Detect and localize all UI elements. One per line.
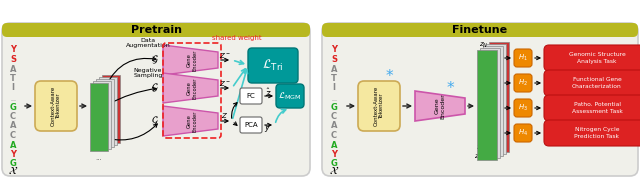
Text: ...: ... <box>331 97 337 102</box>
Text: $\mathcal{G}$: $\mathcal{G}$ <box>151 115 159 127</box>
FancyBboxPatch shape <box>544 120 640 146</box>
Text: FC: FC <box>246 93 255 99</box>
Text: $z_1$: $z_1$ <box>474 152 483 162</box>
Text: Context-Aware
Tokenizer: Context-Aware Tokenizer <box>51 86 61 126</box>
Text: Gene
Encoder: Gene Encoder <box>187 110 197 132</box>
Text: C: C <box>331 112 337 121</box>
FancyBboxPatch shape <box>514 74 532 92</box>
Bar <box>93 81 111 149</box>
Text: $H_2$: $H_2$ <box>518 78 528 88</box>
Text: T: T <box>10 74 16 83</box>
Text: C: C <box>331 131 337 140</box>
FancyBboxPatch shape <box>514 124 532 142</box>
Text: Nitrogen Cycle
Prediction Task: Nitrogen Cycle Prediction Task <box>575 127 620 139</box>
Text: C: C <box>10 112 16 121</box>
Text: $z_N$: $z_N$ <box>479 40 488 50</box>
Text: A: A <box>10 64 16 74</box>
Text: Patho. Potential
Assessment Task: Patho. Potential Assessment Task <box>572 102 623 114</box>
Text: S: S <box>10 55 16 64</box>
Text: Y: Y <box>331 150 337 159</box>
Text: *: * <box>446 80 454 96</box>
Text: $\mathcal{L}_{\mathrm{MGM}}$: $\mathcal{L}_{\mathrm{MGM}}$ <box>278 90 301 102</box>
Bar <box>486 44 506 154</box>
Text: ...: ... <box>10 97 16 102</box>
FancyBboxPatch shape <box>276 84 304 108</box>
FancyBboxPatch shape <box>544 95 640 121</box>
FancyBboxPatch shape <box>35 81 77 131</box>
Text: A: A <box>331 121 337 130</box>
Text: A: A <box>331 140 337 149</box>
FancyBboxPatch shape <box>2 23 310 37</box>
Text: $\mathcal{G}$: $\mathcal{G}$ <box>151 54 159 66</box>
Text: $\mathcal{X}$: $\mathcal{X}$ <box>8 164 18 176</box>
Text: G: G <box>10 159 17 168</box>
Text: Negative
Sampling: Negative Sampling <box>133 68 163 78</box>
Text: Finetune: Finetune <box>452 25 508 35</box>
Text: C: C <box>10 131 16 140</box>
Text: Pretrain: Pretrain <box>131 25 182 35</box>
Bar <box>480 48 500 158</box>
Text: $\mathcal{L}_{\mathrm{Tri}}$: $\mathcal{L}_{\mathrm{Tri}}$ <box>262 58 284 73</box>
FancyBboxPatch shape <box>240 117 262 133</box>
Text: Data
Augmentation: Data Augmentation <box>125 38 170 48</box>
FancyBboxPatch shape <box>322 23 638 37</box>
Text: A: A <box>10 121 16 130</box>
Text: T: T <box>331 74 337 83</box>
FancyBboxPatch shape <box>358 81 400 131</box>
Text: I: I <box>12 83 15 92</box>
Bar <box>96 79 114 147</box>
FancyBboxPatch shape <box>544 45 640 71</box>
Polygon shape <box>415 91 465 121</box>
Text: G: G <box>331 159 337 168</box>
Text: S: S <box>331 55 337 64</box>
FancyBboxPatch shape <box>514 99 532 117</box>
Text: Y: Y <box>331 45 337 55</box>
Text: PCA: PCA <box>244 122 258 128</box>
Text: Gene
Encoder: Gene Encoder <box>435 93 445 119</box>
Polygon shape <box>163 106 218 136</box>
Bar <box>90 83 108 151</box>
Bar <box>477 50 497 160</box>
Text: Genomic Structure
Analysis Task: Genomic Structure Analysis Task <box>568 52 625 64</box>
Text: $\hat{z}$: $\hat{z}$ <box>265 87 271 99</box>
Text: G: G <box>10 102 17 111</box>
Text: $Z^-$: $Z^-$ <box>219 51 231 59</box>
Text: $H_4$: $H_4$ <box>518 128 528 138</box>
Text: I: I <box>333 83 335 92</box>
Polygon shape <box>163 45 218 75</box>
FancyBboxPatch shape <box>514 49 532 67</box>
Text: $Z$: $Z$ <box>221 111 228 121</box>
Text: $H_1$: $H_1$ <box>518 53 528 63</box>
Text: $y$: $y$ <box>264 123 271 133</box>
Bar <box>102 75 120 143</box>
Text: Y: Y <box>10 150 16 159</box>
Text: G: G <box>331 102 337 111</box>
Polygon shape <box>163 73 218 103</box>
Text: Gene
Encoder: Gene Encoder <box>187 77 197 99</box>
FancyBboxPatch shape <box>240 88 262 104</box>
FancyBboxPatch shape <box>544 70 640 96</box>
Bar <box>483 46 503 156</box>
Text: Functional Gene
Characterization: Functional Gene Characterization <box>572 77 622 89</box>
Text: shared weight: shared weight <box>212 35 262 41</box>
Bar <box>99 77 117 145</box>
Text: $\mathcal{X}$: $\mathcal{X}$ <box>329 164 339 176</box>
Bar <box>489 42 509 152</box>
Text: $Z^-$: $Z^-$ <box>219 79 231 87</box>
FancyBboxPatch shape <box>2 23 310 176</box>
FancyBboxPatch shape <box>248 48 298 83</box>
Text: Context-Aware
Tokenizer: Context-Aware Tokenizer <box>374 86 385 126</box>
Text: A: A <box>331 64 337 74</box>
Text: *: * <box>385 68 393 83</box>
Text: ...: ... <box>95 155 102 161</box>
Text: Y: Y <box>10 45 16 55</box>
FancyBboxPatch shape <box>322 23 638 176</box>
Text: Gene
Encoder: Gene Encoder <box>187 49 197 71</box>
Text: $z_2$: $z_2$ <box>476 143 484 153</box>
Text: $H_3$: $H_3$ <box>518 103 528 113</box>
Text: $\mathcal{G}$: $\mathcal{G}$ <box>151 82 159 94</box>
Text: A: A <box>10 140 16 149</box>
